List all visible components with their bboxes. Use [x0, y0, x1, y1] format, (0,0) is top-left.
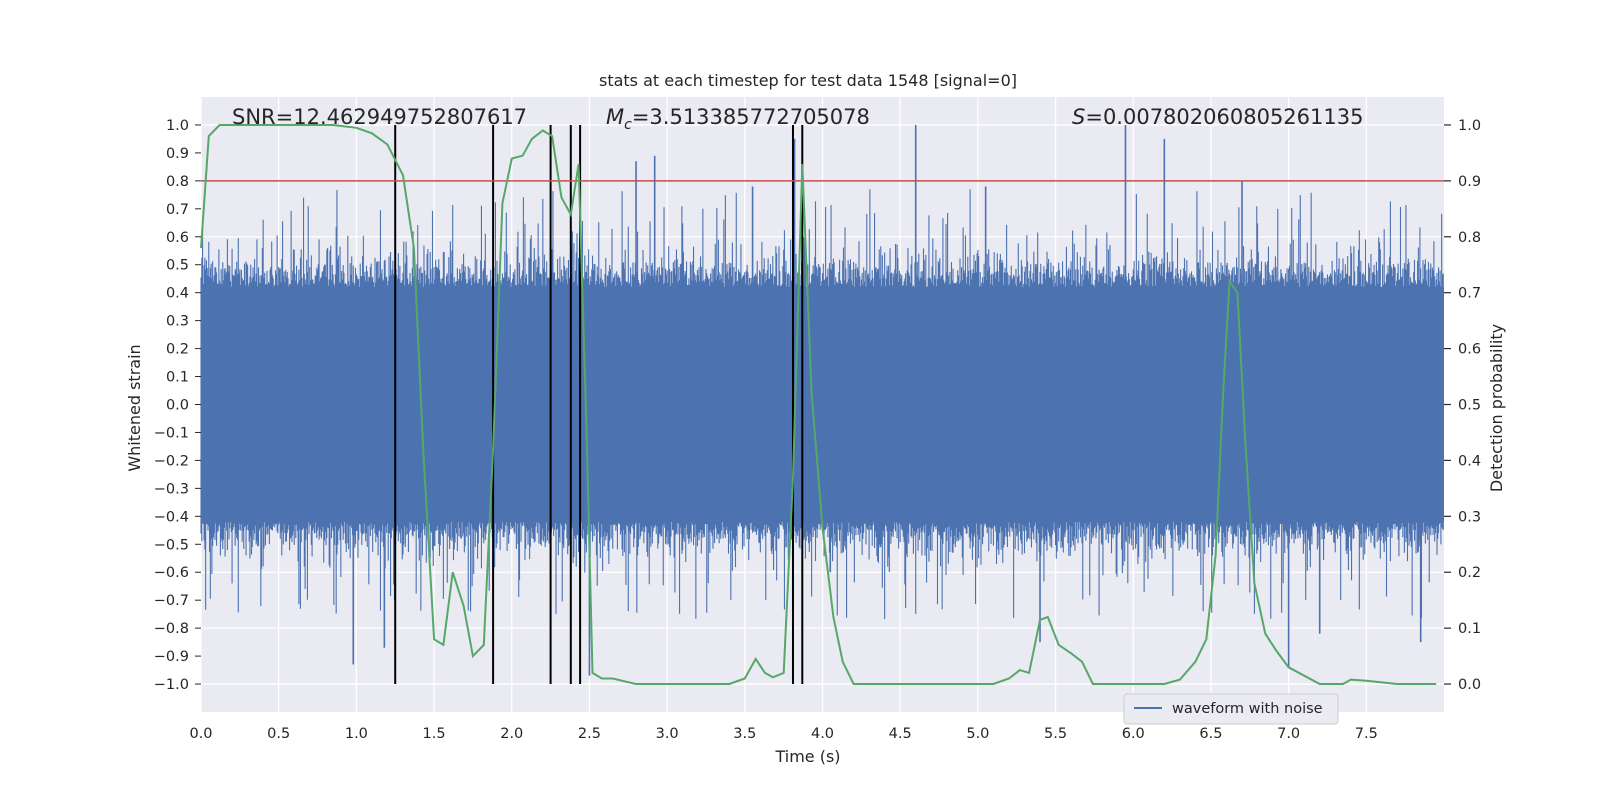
x-axis-label: Time (s)	[774, 747, 840, 766]
y-tick-label: −0.8	[154, 621, 189, 637]
x-tick-label: 7.0	[1277, 726, 1300, 742]
x-tick-label: 5.5	[1044, 726, 1067, 742]
y-axis-ticks: 1.0 0.9 0.8 0.7 0.6 0.5 0.4 0.3 0.2 0.1 0.0 −0.1 −0.…	[154, 118, 201, 693]
y2-tick-label: 0.6	[1458, 342, 1481, 358]
y-tick-label: 0.9	[166, 146, 189, 162]
legend-box	[1123, 693, 1339, 725]
y2-tick-label: 0.5	[1458, 398, 1481, 414]
y2-axis-label: Detection probability	[1487, 324, 1506, 492]
y-tick-label: 0.5	[166, 258, 189, 274]
y-tick-label: 0.3	[166, 314, 189, 330]
x-tick-label: 1.5	[423, 726, 446, 742]
x-tick-label: 3.0	[656, 726, 679, 742]
y2-tick-label: 0.3	[1458, 509, 1481, 525]
s-annotation: S=0.007802060805261135	[1072, 105, 1363, 129]
event-lines	[394, 124, 804, 685]
legend: waveform with noise	[1123, 693, 1339, 725]
x-tick-label: 3.5	[733, 726, 756, 742]
x-tick-label: 4.0	[811, 726, 834, 742]
legend-label: waveform with noise	[1172, 701, 1323, 717]
s-symbol: S	[1072, 105, 1085, 129]
y-tick-label: −0.1	[154, 425, 189, 441]
y2-tick-label: 0.0	[1458, 677, 1481, 693]
x-tick-label: 2.5	[578, 726, 601, 742]
y-tick-label: −0.9	[154, 649, 189, 665]
x-axis-ticks: 0.0 0.5 1.0 1.5 2.0 2.5 3.0 3.5 4.0 4.5 5.0 5.5 6.0 6…	[189, 726, 1377, 742]
waveform-series	[200, 124, 1444, 676]
waveform-envelope	[200, 189, 1444, 620]
y2-tick-label: 0.2	[1458, 565, 1481, 581]
y-tick-label: −0.4	[154, 509, 189, 525]
x-tick-label: 6.5	[1199, 726, 1222, 742]
y-tick-label: 0.7	[166, 202, 189, 218]
x-tick-label: 1.0	[345, 726, 368, 742]
x-tick-label: 6.0	[1122, 726, 1145, 742]
x-tick-label: 4.5	[889, 726, 912, 742]
probability-series-line	[200, 124, 1437, 685]
y-tick-label: 0.1	[166, 370, 189, 386]
y2-tick-label: 0.4	[1458, 453, 1481, 469]
y-tick-label: −0.3	[154, 481, 189, 497]
y-tick-label: 0.8	[166, 174, 189, 190]
y-tick-label: 0.2	[166, 342, 189, 358]
x-tick-label: 2.0	[500, 726, 523, 742]
mc-symbol: M	[606, 105, 624, 129]
x-tick-label: 0.0	[189, 726, 212, 742]
y-tick-label: −0.5	[154, 537, 189, 553]
y-tick-label: −0.2	[154, 453, 189, 469]
y-tick-label: 0.6	[166, 230, 189, 246]
s-value: =0.007802060805261135	[1085, 105, 1363, 129]
y2-tick-label: 0.9	[1458, 174, 1481, 190]
y-tick-label: 1.0	[166, 118, 189, 134]
y-tick-label: 0.0	[166, 398, 189, 414]
chirp-mass-annotation: Mc=3.513385772705078	[606, 105, 870, 133]
snr-annotation: SNR=12.462949752807617	[232, 105, 527, 129]
chart-title: stats at each timestep for test data 154…	[599, 71, 1017, 90]
x-tick-label: 7.5	[1355, 726, 1378, 742]
y-axis-label: Whitened strain	[125, 344, 144, 471]
y2-axis-ticks: 1.0 0.9 0.8 0.7 0.6 0.5 0.4 0.3 0.2 0.1 0.0	[1444, 118, 1481, 693]
y-tick-label: −1.0	[154, 677, 189, 693]
y2-tick-label: 1.0	[1458, 118, 1481, 134]
mc-subscript: c	[624, 117, 632, 133]
y2-tick-label: 0.7	[1458, 286, 1481, 302]
y-tick-label: −0.7	[154, 593, 189, 609]
y2-tick-label: 0.1	[1458, 621, 1481, 637]
y-tick-label: −0.6	[154, 565, 189, 581]
mc-value: =3.513385772705078	[632, 105, 870, 129]
y2-tick-label: 0.8	[1458, 230, 1481, 246]
x-tick-label: 0.5	[267, 726, 290, 742]
x-tick-label: 5.0	[966, 726, 989, 742]
y-tick-label: 0.4	[166, 286, 189, 302]
